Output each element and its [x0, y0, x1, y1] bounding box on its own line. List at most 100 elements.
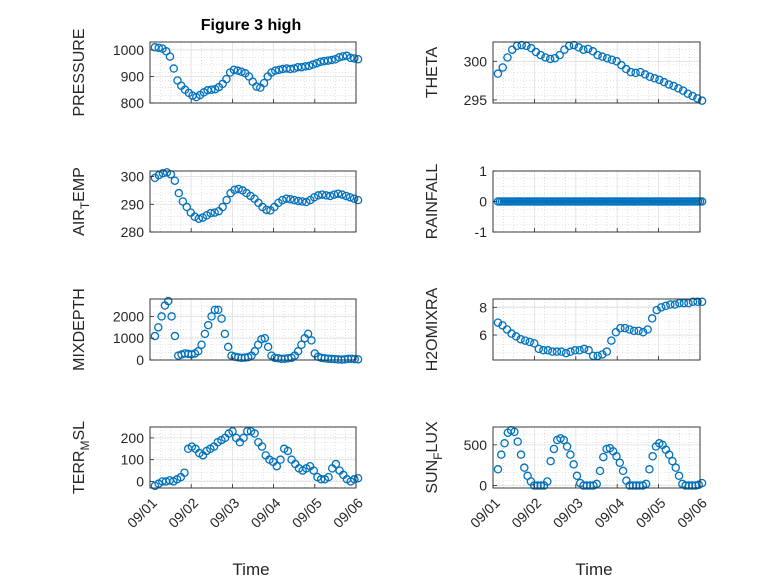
data-point: [539, 346, 548, 355]
data-point: [237, 67, 246, 76]
data-point: [697, 297, 707, 307]
data-point: [557, 347, 566, 356]
data-point: [598, 350, 607, 359]
data-point: [598, 52, 607, 61]
data-point: [645, 465, 654, 474]
data-point: [516, 450, 526, 459]
data-point: [498, 321, 507, 330]
data-point: [656, 303, 666, 312]
data-point: [263, 342, 273, 352]
data-point: [607, 55, 617, 65]
data-point: [697, 197, 707, 206]
data-point: [331, 459, 341, 469]
data-point: [616, 323, 625, 333]
data-point: [688, 297, 698, 307]
data-point: [210, 208, 219, 217]
data-point: [493, 69, 503, 78]
data-point: [257, 442, 267, 451]
data-point: [511, 332, 521, 341]
data-point: [697, 96, 707, 105]
data-point: [286, 195, 295, 204]
axes-box: [149, 298, 357, 361]
axes-box: [492, 426, 701, 489]
data-point: [569, 40, 579, 50]
data-point: [182, 202, 192, 212]
data-point: [688, 91, 697, 101]
data-point: [640, 70, 650, 79]
data-point: [693, 94, 702, 103]
data-point: [213, 305, 223, 315]
data-point: [583, 44, 593, 54]
data-point: [643, 325, 652, 334]
data-point: [536, 481, 546, 490]
data-point: [684, 298, 693, 308]
data-point: [230, 185, 239, 195]
data-point: [534, 344, 544, 354]
data-point: [500, 439, 509, 448]
data-point: [566, 347, 575, 356]
data-point: [579, 344, 589, 354]
data-point: [316, 475, 326, 484]
data-point: [307, 336, 316, 345]
data-point: [664, 80, 674, 89]
data-point: [222, 74, 231, 84]
data-point: [559, 435, 569, 445]
data-point: [194, 214, 204, 223]
y-tick-label: 8: [479, 299, 487, 315]
data-point: [234, 184, 243, 194]
data-point: [607, 336, 616, 345]
data-point: [507, 329, 516, 338]
data-point: [549, 444, 559, 454]
data-point: [349, 194, 359, 203]
y-tick-label: 900: [121, 68, 145, 84]
y-tick-label: 6: [479, 327, 487, 343]
data-point: [157, 312, 166, 321]
y-axis-label: THETA: [424, 47, 441, 99]
data-point: [520, 463, 529, 472]
data-point: [634, 326, 643, 336]
data-point: [674, 84, 683, 93]
data-point: [516, 334, 525, 344]
data-point: [513, 437, 522, 446]
subplot-airtemp: 280 290 300 AIRTEMP: [71, 167, 363, 240]
data-point: [562, 442, 572, 451]
data-point: [588, 351, 598, 361]
y-axis-label: H2OMIXRA: [424, 287, 441, 371]
data-point: [648, 452, 657, 461]
data-point: [625, 325, 634, 334]
data-point: [611, 328, 621, 337]
data-point: [353, 473, 363, 483]
data-point: [661, 301, 671, 311]
y-tick-label: 0: [136, 352, 144, 368]
data-point: [595, 466, 605, 476]
data-point: [498, 63, 507, 72]
data-point: [638, 328, 648, 337]
data-point: [298, 197, 307, 206]
data-point: [301, 62, 310, 71]
data-point: [260, 333, 270, 343]
data-point: [584, 346, 593, 355]
data-point: [262, 205, 271, 215]
data-point: [167, 312, 176, 321]
data-point: [566, 450, 575, 459]
data-point: [545, 54, 555, 64]
data-point: [170, 331, 180, 341]
data-point: [353, 54, 363, 64]
data-point: [543, 346, 553, 355]
data-point: [631, 68, 640, 78]
axes-box: [492, 298, 701, 361]
data-point: [293, 347, 303, 356]
data-point: [317, 190, 327, 199]
data-point: [593, 50, 602, 60]
data-point: [574, 43, 583, 52]
y-tick-label: 280: [121, 224, 145, 240]
data-point: [593, 351, 603, 361]
data-point: [217, 314, 226, 323]
y-tick-label: 200: [121, 430, 145, 446]
subplot-rainfall: -1 0 1 RAINFALL: [424, 163, 707, 240]
data-point: [561, 348, 571, 358]
figure-title: Figure 3 high: [201, 17, 301, 34]
data-point: [572, 471, 582, 481]
axes-box: [149, 41, 357, 104]
data-point: [206, 208, 215, 218]
